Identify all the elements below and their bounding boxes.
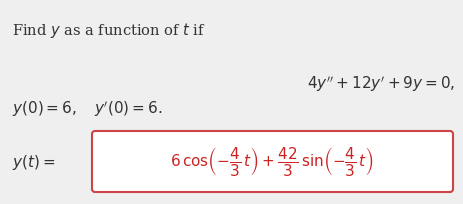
Text: $y(0) = 6, \quad y'(0) = 6.$: $y(0) = 6, \quad y'(0) = 6.$ — [12, 99, 163, 119]
Text: $6\,\cos\!\left(-\dfrac{4}{3}\,t\right) + \dfrac{42}{3}\,\sin\!\left(-\dfrac{4}{: $6\,\cos\!\left(-\dfrac{4}{3}\,t\right) … — [170, 145, 375, 178]
FancyBboxPatch shape — [92, 131, 453, 192]
Text: Find $y$ as a function of $t$ if: Find $y$ as a function of $t$ if — [12, 21, 206, 40]
Text: $y(t) = $: $y(t) = $ — [12, 153, 56, 172]
Text: $4y'' + 12y' + 9y = 0,$: $4y'' + 12y' + 9y = 0,$ — [307, 74, 455, 94]
